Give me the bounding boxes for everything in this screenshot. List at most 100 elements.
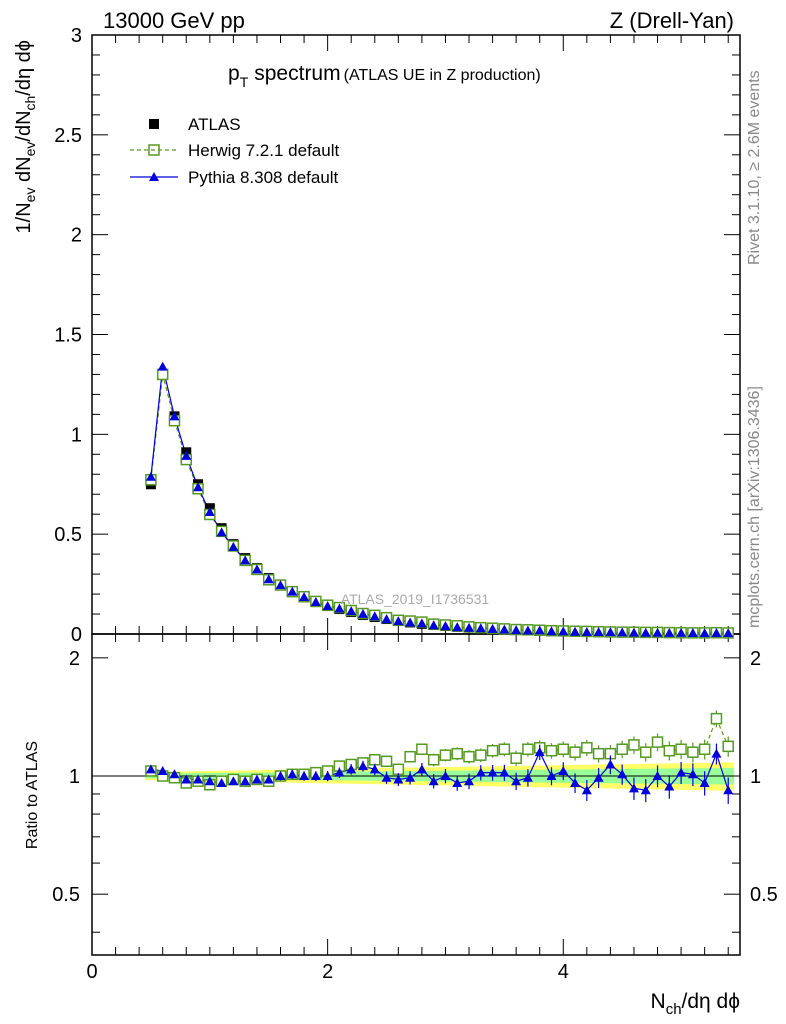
pythia-ratio-point (723, 785, 734, 795)
pythia-point (357, 608, 368, 618)
pythia-point (169, 411, 180, 421)
pythia-point (251, 564, 262, 574)
pythia-point (405, 617, 416, 627)
y-tick-label: 1 (71, 424, 82, 446)
pythia-point (711, 627, 722, 637)
pythia-point (546, 626, 557, 636)
pythia-ratio-point (369, 764, 380, 774)
ratio-panel-frame (91, 633, 741, 956)
pythia-ratio-point (287, 769, 298, 779)
x-axis-label: Nch/dη dϕ (651, 990, 740, 1018)
header-left: 13000 GeV pp (103, 8, 245, 33)
pythia-ratio-point (511, 776, 522, 786)
pythia-ratio-point (405, 772, 416, 782)
pythia-ratio-point (593, 772, 604, 782)
herwig-ratio-point (698, 743, 711, 755)
pythia-ratio-point (652, 771, 663, 781)
ratio-y-tick-label: 0.5 (52, 884, 80, 906)
herwig-ratio-point (427, 754, 440, 766)
pythia-ratio-point (475, 767, 486, 777)
pythia-point (534, 625, 545, 635)
x-tick-label: 4 (558, 961, 569, 983)
pythia-point (381, 614, 392, 624)
pythia-ratio-point (322, 771, 333, 781)
ratio-y-tick-label: 1 (69, 766, 80, 788)
pythia-point (310, 597, 321, 607)
pythia-ratio-point (664, 781, 675, 791)
pythia-point (428, 620, 439, 630)
pythia-ratio-point (346, 764, 357, 774)
pythia-point (640, 627, 651, 637)
pythia-ratio-point (487, 767, 498, 777)
pythia-point (605, 627, 616, 637)
pythia-point (628, 627, 639, 637)
herwig-ratio-point (569, 746, 581, 758)
pythia-point (499, 624, 510, 634)
pythia-point (440, 621, 451, 631)
herwig-ratio-point (416, 743, 428, 755)
pythia-ratio-point (393, 774, 404, 784)
herwig-ratio-point (510, 752, 522, 764)
pythia-ratio-point (157, 765, 168, 775)
pythia-point (475, 623, 486, 633)
herwig-ratio-point (663, 744, 676, 757)
herwig-ratio-point (722, 740, 734, 753)
pythia-ratio-point (452, 777, 463, 787)
pythia-point (240, 555, 251, 565)
pythia-ratio-point (605, 759, 616, 769)
pythia-ratio-point (499, 767, 510, 777)
pythia-ratio-point (145, 764, 156, 774)
pythia-point (181, 450, 192, 460)
pythia-point (593, 627, 604, 637)
pythia-ratio-point (228, 776, 239, 786)
chart-title: pT spectrum (ATLAS UE in Z production) (228, 62, 541, 90)
herwig-ratio-point (675, 743, 687, 755)
pythia-ratio-point (216, 777, 227, 787)
herwig-point (156, 368, 169, 381)
ratio-y-tick-label-right: 0.5 (750, 884, 778, 906)
legend-label: Herwig 7.2.1 default (188, 141, 339, 160)
y-axis-label: 1/Nev dNev/dNch/dη dϕ (13, 40, 38, 233)
herwig-ratio-point (439, 749, 452, 761)
pythia-point (464, 622, 475, 632)
herwig-ratio-point (545, 744, 558, 757)
pythia-ratio-point (464, 776, 475, 786)
pythia-point (346, 606, 357, 616)
pythia-point (334, 603, 345, 613)
pythia-point (416, 618, 427, 628)
herwig-ratio-point (592, 747, 605, 760)
pythia-ratio-point (440, 771, 451, 781)
pythia-ratio-point (310, 771, 321, 781)
x-tick-label: 2 (322, 961, 333, 983)
pythia-point (275, 580, 286, 590)
header-right: Z (Drell-Yan) (609, 8, 734, 33)
pythia-ratio-point (299, 771, 310, 781)
ratio-y-tick-label: 2 (69, 648, 80, 670)
y-tick-label: 0.5 (54, 524, 82, 546)
pythia-point (664, 627, 675, 637)
ratio-y-tick-label-right: 1 (750, 766, 761, 788)
pythia-point (452, 622, 463, 632)
pythia-point (570, 626, 581, 636)
legend-atlas-marker (149, 119, 159, 129)
ratio-y-tick-label-right: 2 (750, 648, 761, 670)
pythia-ratio-point (193, 774, 204, 784)
pythia-point (393, 616, 404, 626)
pythia-point (511, 625, 522, 635)
pythia-ratio-point (699, 777, 710, 787)
herwig-ratio-point (404, 750, 416, 763)
pythia-point (193, 482, 204, 492)
herwig-ratio-point (628, 739, 640, 751)
herwig-ratio-point (522, 743, 534, 755)
pythia-point (216, 527, 227, 537)
pythia-ratio-point (546, 771, 557, 781)
herwig-ratio-point (486, 744, 499, 757)
pythia-point (687, 627, 698, 637)
pythia-point (581, 626, 592, 636)
herwig-ratio-point (451, 747, 463, 760)
pythia-ratio-point (251, 774, 262, 784)
herwig-ratio-point (475, 749, 487, 761)
pythia-point (487, 623, 498, 633)
pythia-point (204, 506, 215, 516)
herwig-ratio-point (392, 763, 405, 776)
